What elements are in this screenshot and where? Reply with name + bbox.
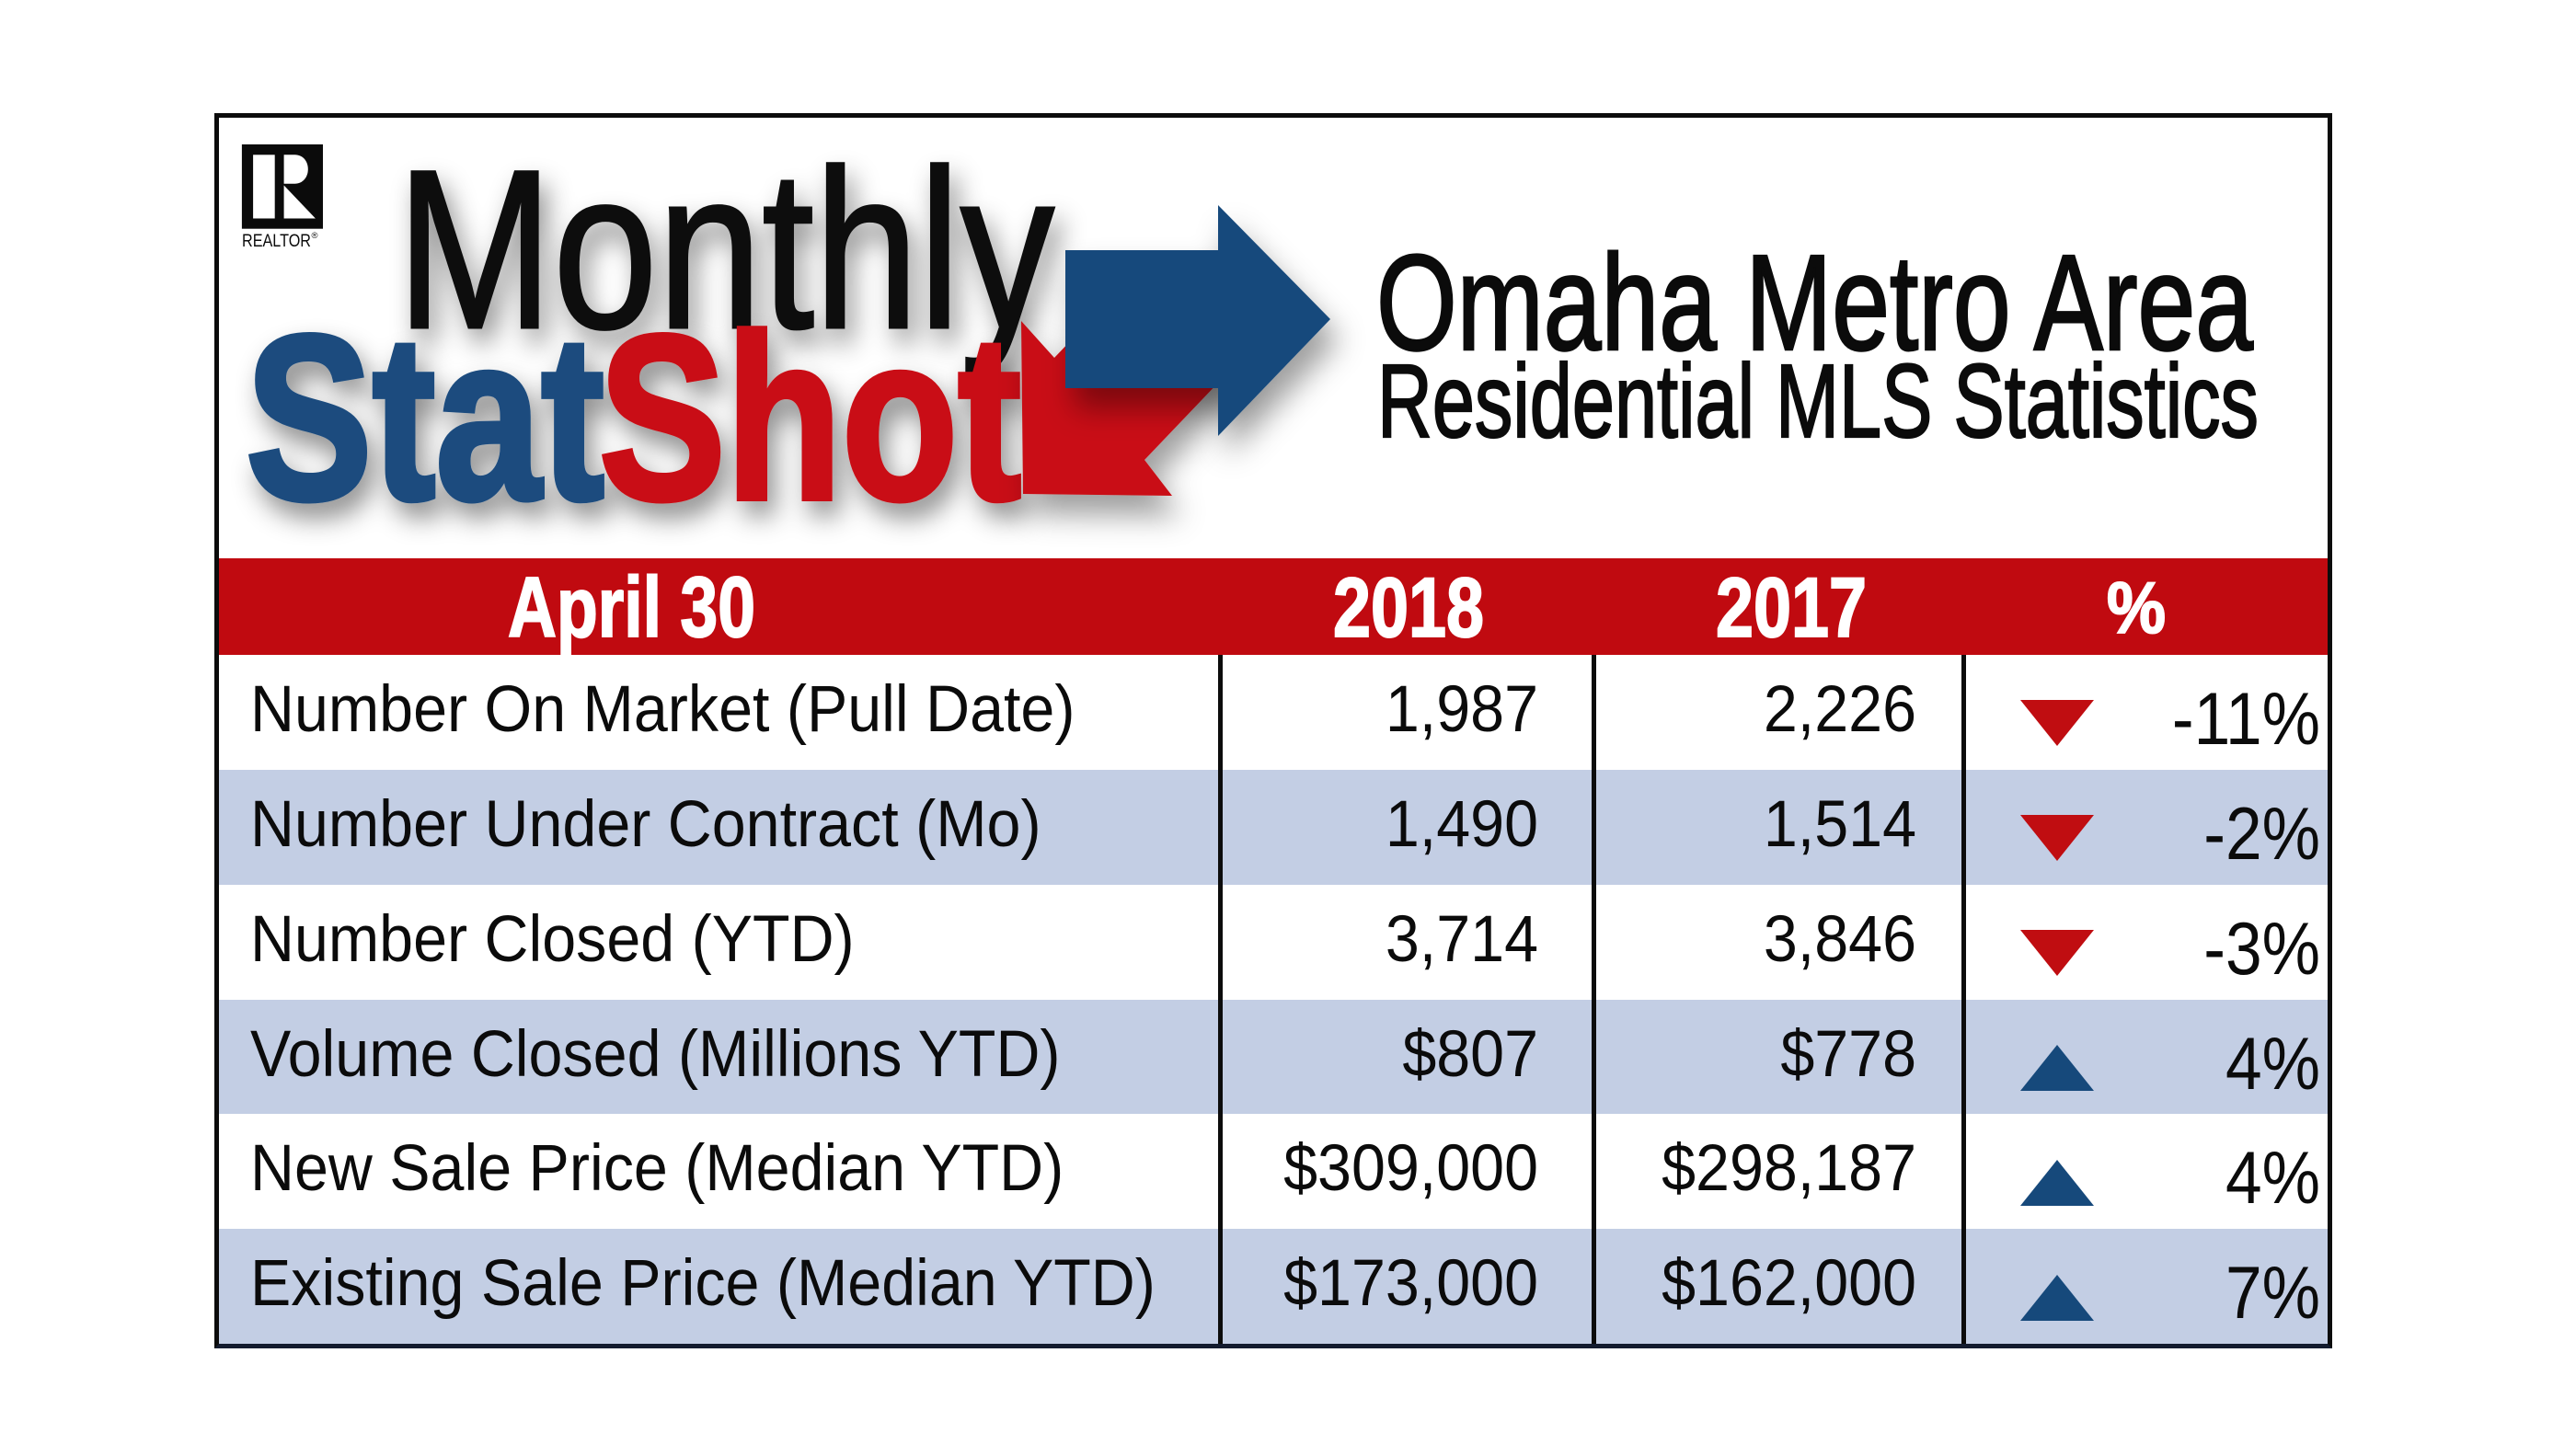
svg-text:April 30: April 30 <box>508 559 755 655</box>
svg-text:2017: 2017 <box>1716 561 1867 655</box>
svg-text:REALTOR: REALTOR <box>242 232 311 251</box>
svg-text:%: % <box>2107 567 2166 648</box>
svg-text:Shot: Shot <box>599 287 1021 549</box>
svg-text:®: ® <box>312 231 318 241</box>
svg-text:Stat: Stat <box>246 287 604 549</box>
svg-text:Monthly: Monthly <box>397 123 1054 376</box>
svg-text:2018: 2018 <box>1333 561 1484 655</box>
svg-text:Omaha Metro Area: Omaha Metro Area <box>1376 227 2254 379</box>
svg-text:Residential MLS Statistics: Residential MLS Statistics <box>1377 343 2259 459</box>
